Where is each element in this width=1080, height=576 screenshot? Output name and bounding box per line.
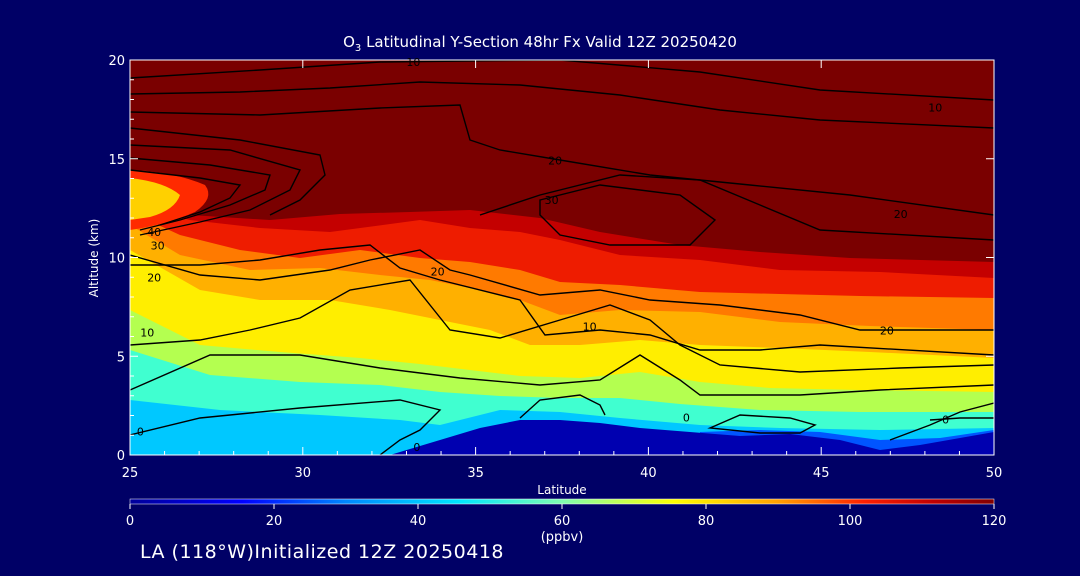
contour-label: 0 — [683, 411, 690, 424]
contour-line — [130, 60, 994, 101]
concentration-field — [130, 60, 994, 455]
contour-label: 20 — [431, 265, 445, 278]
contour-line — [130, 144, 302, 236]
y-tick-label: 5 — [117, 350, 125, 365]
colorbar-tick-label: 0 — [126, 514, 134, 529]
colorbar-tick-label: 100 — [838, 514, 863, 529]
x-tick-label: 45 — [813, 466, 830, 481]
chart-title: O3 Latitudinal Y-Section 48hr Fx Valid 1… — [343, 33, 737, 54]
colorbar-unit-label: (ppbv) — [541, 530, 584, 545]
colorbar-tick-label: 60 — [554, 514, 571, 529]
contour-label: 20 — [894, 208, 908, 221]
contour-label: 10 — [406, 56, 420, 69]
contour-label: 20 — [147, 271, 161, 284]
contour-label: 20 — [880, 325, 894, 338]
contour-line — [479, 174, 994, 241]
x-tick-label: 25 — [122, 466, 139, 481]
contour-line — [130, 279, 994, 373]
x-axis-label: Latitude — [537, 483, 586, 497]
x-tick-label: 30 — [295, 466, 312, 481]
x-axis-ticks: 25 30 35 40 45 50 — [122, 60, 1003, 481]
contour-line — [707, 414, 817, 434]
contour-label: 30 — [151, 240, 165, 253]
y-tick-label: 10 — [108, 252, 125, 267]
x-tick-label: 40 — [640, 466, 657, 481]
y-axis-ticks: 0 5 10 15 20 — [108, 54, 994, 464]
contour-line — [130, 104, 994, 216]
contour-label: 0 — [137, 425, 144, 438]
y-tick-label: 0 — [117, 449, 125, 464]
colorbar-tick-label: 20 — [266, 514, 283, 529]
colorbar-tick-label: 40 — [410, 514, 427, 529]
contour-line — [130, 81, 994, 129]
contour-line — [519, 394, 606, 419]
contour-line — [130, 127, 326, 216]
contour-line — [130, 399, 442, 455]
x-tick-label: 35 — [467, 466, 484, 481]
contour-line — [130, 157, 271, 231]
field-tongue-inner — [130, 178, 180, 220]
contour-label: 10 — [583, 321, 597, 334]
contour-line — [130, 249, 994, 331]
contour-label: 0 — [942, 413, 949, 426]
colorbar-tick-label: 80 — [698, 514, 715, 529]
contour-line — [130, 169, 242, 226]
y-tick-label: 20 — [108, 54, 125, 69]
contour-line — [929, 417, 994, 421]
contour-label: 20 — [548, 155, 562, 168]
y-tick-label: 15 — [108, 153, 125, 168]
contour-label: 40 — [147, 226, 161, 239]
contour-label: 10 — [928, 101, 942, 114]
footer-caption: LA (118°W)Initialized 12Z 20250418 — [140, 541, 504, 563]
colorbar-ticks: 0 20 40 60 80 100 120 — [126, 504, 1007, 529]
x-tick-label: 50 — [986, 466, 1003, 481]
contour-label: 0 — [413, 441, 420, 454]
contour-label: 30 — [545, 194, 559, 207]
contour-label: 10 — [140, 327, 154, 340]
contour-line — [130, 354, 994, 396]
contour-line — [130, 244, 994, 356]
contour-line — [539, 184, 717, 246]
colorbar — [129, 498, 995, 505]
colorbar-tick-label: 120 — [982, 514, 1007, 529]
y-axis-label: Altitude (km) — [87, 219, 101, 298]
field-band-0 — [390, 420, 994, 455]
contour-lines — [130, 60, 994, 455]
